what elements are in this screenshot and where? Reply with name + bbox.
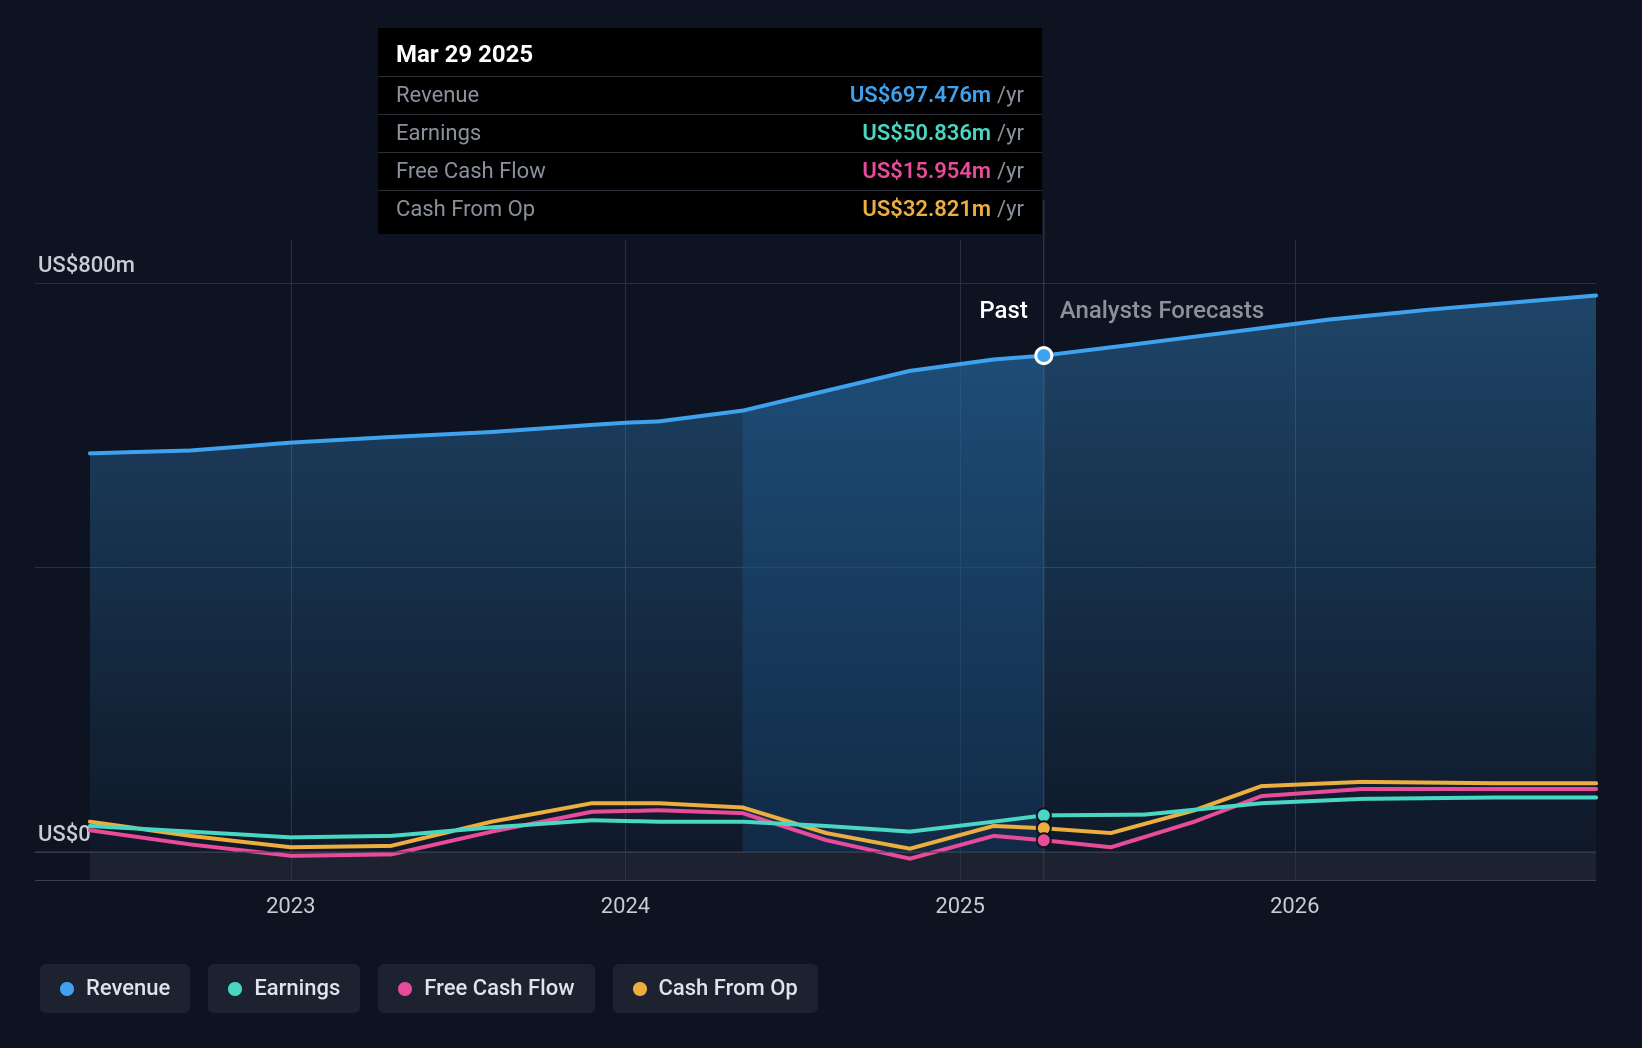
legend-item-label: Revenue bbox=[86, 976, 170, 1001]
legend-dot-icon bbox=[60, 982, 74, 996]
tooltip-row: Free Cash Flow US$15.954m/yr bbox=[378, 152, 1042, 190]
legend-item-fcf[interactable]: Free Cash Flow bbox=[378, 964, 594, 1013]
tooltip-date: Mar 29 2025 bbox=[378, 40, 1042, 76]
legend-dot-icon bbox=[398, 982, 412, 996]
legend-dot-icon bbox=[228, 982, 242, 996]
tooltip-row-label: Cash From Op bbox=[396, 197, 535, 222]
tooltip-row-value: US$697.476m/yr bbox=[850, 83, 1024, 108]
tooltip-row: Cash From Op US$32.821m/yr bbox=[378, 190, 1042, 228]
legend-item-label: Cash From Op bbox=[659, 976, 798, 1001]
tooltip-row-label: Earnings bbox=[396, 121, 481, 146]
tooltip-row-label: Revenue bbox=[396, 83, 479, 108]
hover-tooltip: Mar 29 2025 Revenue US$697.476m/yr Earning… bbox=[378, 28, 1042, 234]
tooltip-row: Earnings US$50.836m/yr bbox=[378, 114, 1042, 152]
legend-item-revenue[interactable]: Revenue bbox=[40, 964, 190, 1013]
tooltip-row-value: US$50.836m/yr bbox=[862, 121, 1024, 146]
chart-legend: Revenue Earnings Free Cash Flow Cash From O… bbox=[40, 964, 818, 1013]
legend-item-label: Earnings bbox=[254, 976, 340, 1001]
tooltip-row-value: US$32.821m/yr bbox=[862, 197, 1024, 222]
tooltip-row-label: Free Cash Flow bbox=[396, 159, 546, 184]
legend-dot-icon bbox=[633, 982, 647, 996]
tooltip-row-value: US$15.954m/yr bbox=[862, 159, 1024, 184]
legend-item-earnings[interactable]: Earnings bbox=[208, 964, 360, 1013]
legend-item-cfo[interactable]: Cash From Op bbox=[613, 964, 818, 1013]
tooltip-row: Revenue US$697.476m/yr bbox=[378, 76, 1042, 114]
legend-item-label: Free Cash Flow bbox=[424, 976, 574, 1001]
